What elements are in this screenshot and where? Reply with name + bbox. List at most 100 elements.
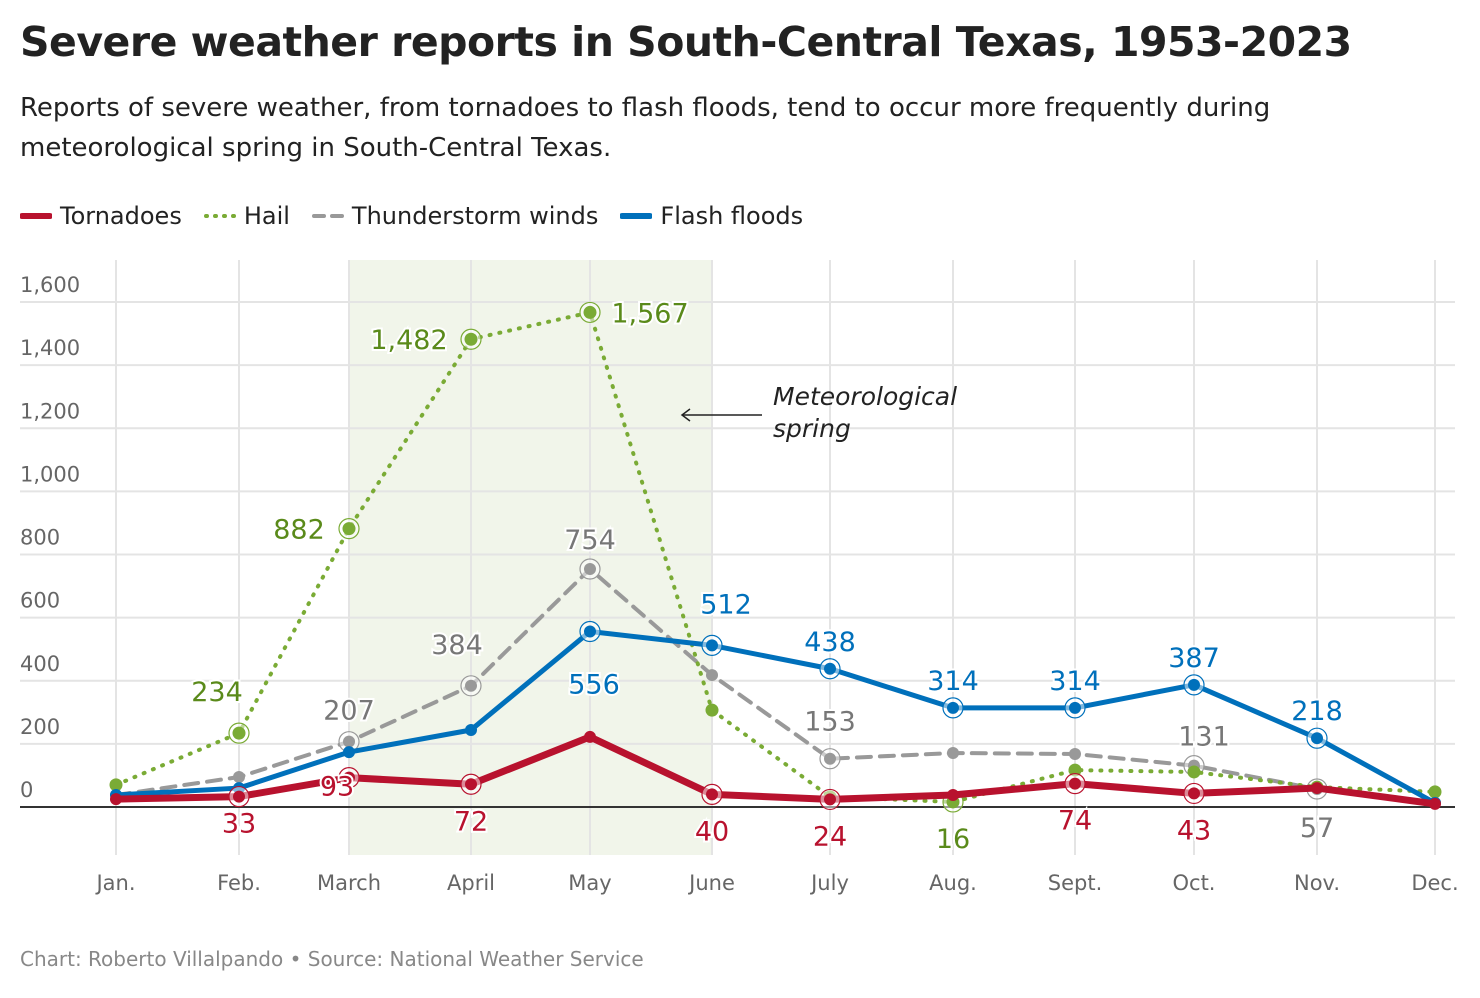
series-line — [112, 733, 1439, 808]
data-point — [1188, 678, 1200, 691]
x-tick-label: Feb. — [217, 871, 261, 895]
legend-label: Thunderstorm winds — [351, 202, 599, 230]
y-tick-label: 800 — [20, 526, 60, 550]
data-label: 438 — [804, 627, 856, 658]
data-label: 40 — [695, 816, 729, 847]
data-label: 314 — [927, 666, 979, 697]
data-point — [584, 563, 596, 576]
y-tick-label: 0 — [20, 778, 33, 802]
legend-item: Flash floods — [620, 202, 803, 230]
data-label: 33 — [222, 809, 256, 840]
x-tick-label: Oct. — [1173, 871, 1216, 895]
data-point — [706, 639, 718, 652]
data-point — [343, 771, 355, 784]
series-tornadoes — [110, 730, 1441, 811]
x-tick-label: March — [317, 871, 381, 895]
data-label: 556 — [568, 670, 620, 701]
legend-label: Flash floods — [660, 202, 804, 230]
y-tick-label: 200 — [20, 715, 60, 739]
x-tick-label: June — [687, 871, 735, 895]
y-tick-label: 1,000 — [20, 462, 80, 486]
data-point — [947, 789, 959, 802]
legend-label: Hail — [243, 202, 290, 230]
chart-subtitle: Reports of severe weather, from tornadoe… — [20, 93, 1271, 163]
y-tick-label: 600 — [20, 589, 60, 613]
data-point — [465, 723, 477, 736]
data-label: 882 — [273, 515, 325, 546]
data-label: 754 — [564, 525, 616, 556]
x-tick-label: Aug. — [929, 871, 977, 895]
data-point — [1187, 765, 1201, 779]
series-thunderstorm-winds — [110, 558, 1441, 809]
data-point — [342, 522, 356, 536]
data-point — [464, 332, 478, 346]
data-label: 43 — [1177, 815, 1211, 846]
data-point — [465, 778, 477, 791]
y-tick-label: 400 — [20, 652, 60, 676]
data-point — [343, 735, 355, 748]
data-point — [705, 703, 719, 717]
data-label: 16 — [936, 824, 970, 855]
y-tick-label: 1,400 — [20, 336, 80, 360]
x-tick-label: July — [809, 871, 849, 895]
legend-swatch — [20, 213, 52, 219]
data-point — [584, 730, 596, 743]
annotation-text: spring — [773, 414, 851, 443]
data-point — [824, 662, 836, 675]
data-point — [583, 305, 597, 319]
data-label: 72 — [454, 806, 488, 837]
data-label: 384 — [431, 630, 483, 661]
data-label: 153 — [804, 707, 856, 738]
data-point — [824, 793, 836, 806]
data-label: 234 — [191, 677, 243, 708]
series-flash-floods — [110, 620, 1441, 809]
data-label: 387 — [1168, 643, 1220, 674]
x-tick-label: April — [447, 871, 495, 895]
data-point — [1188, 787, 1200, 800]
chart-title: Severe weather reports in South-Central … — [20, 18, 1352, 66]
data-label: 218 — [1291, 696, 1343, 727]
y-tick-label: 1,600 — [20, 273, 80, 297]
data-point — [1428, 785, 1442, 799]
data-label: 74 — [1058, 806, 1092, 837]
data-label: 512 — [700, 589, 752, 620]
x-tick-label: May — [568, 871, 611, 895]
series-line — [114, 310, 1437, 804]
data-point — [232, 726, 246, 740]
legend: Tornadoes Hail Thunderstorm winds Flash flo… — [20, 202, 803, 230]
data-point — [233, 771, 245, 784]
y-tick-label: 1,200 — [20, 399, 80, 423]
data-point — [1311, 782, 1323, 795]
x-tick-label: Nov. — [1294, 871, 1340, 895]
x-tick-label: Sept. — [1048, 871, 1103, 895]
data-label: 24 — [813, 821, 847, 852]
data-point — [584, 625, 596, 638]
legend-item: Tornadoes — [20, 202, 182, 230]
legend-swatch — [620, 213, 653, 219]
series-hail — [109, 301, 1442, 813]
data-point — [465, 679, 477, 692]
data-point — [1311, 732, 1323, 745]
data-point — [1069, 701, 1081, 714]
data-label: 93 — [320, 772, 354, 803]
data-point — [947, 747, 959, 760]
data-point — [109, 778, 123, 792]
data-point — [824, 752, 836, 765]
data-label: 207 — [323, 696, 375, 727]
data-point — [706, 669, 718, 682]
data-point — [343, 746, 355, 759]
series-line — [113, 629, 1438, 806]
series-line — [114, 567, 1437, 805]
x-tick-label: Dec. — [1411, 871, 1458, 895]
data-point — [1068, 763, 1082, 777]
data-point — [110, 793, 122, 806]
data-label: 131 — [1178, 722, 1230, 753]
spring-shading — [349, 260, 712, 855]
legend-swatch — [311, 214, 344, 218]
data-label: 314 — [1049, 666, 1101, 697]
legend-label: Tornadoes — [60, 202, 182, 230]
data-point — [1429, 797, 1441, 810]
data-point — [706, 788, 718, 801]
data-label: 1,567 — [611, 298, 688, 329]
